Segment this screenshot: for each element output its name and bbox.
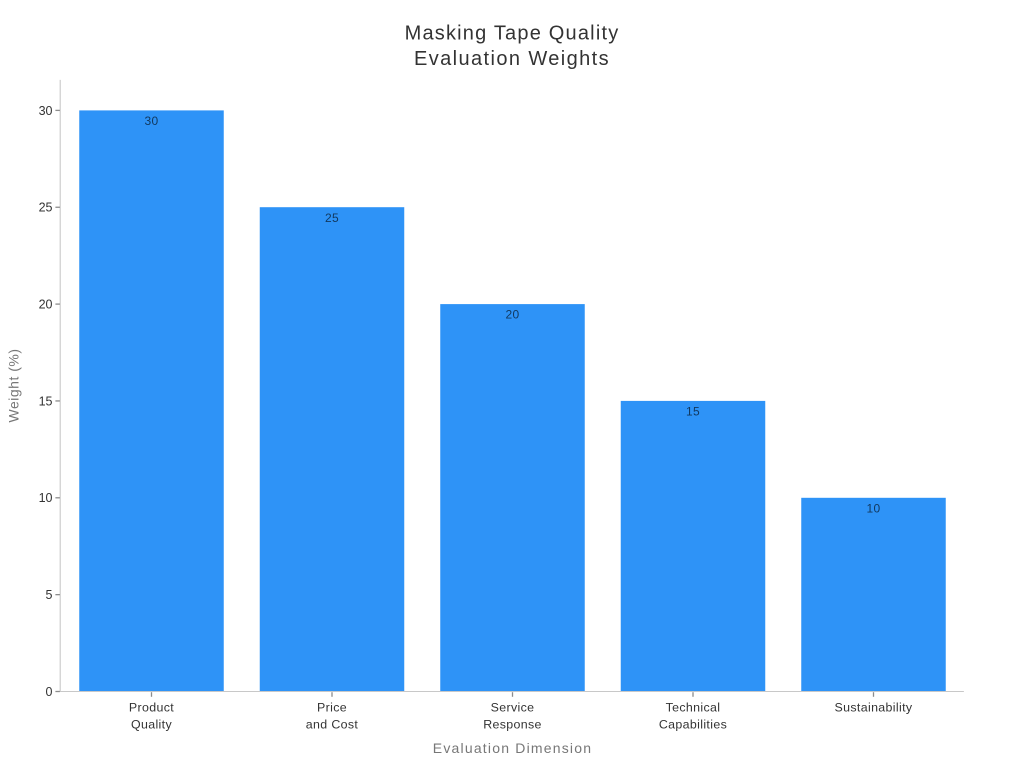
svg-text:30: 30 <box>145 114 159 128</box>
svg-text:Price: Price <box>317 700 347 714</box>
svg-text:15: 15 <box>686 405 700 419</box>
svg-text:0: 0 <box>46 685 53 699</box>
svg-text:5: 5 <box>46 588 53 602</box>
svg-text:10: 10 <box>39 491 53 505</box>
svg-text:Evaluation Weights: Evaluation Weights <box>414 48 610 70</box>
svg-text:and Cost: and Cost <box>306 718 359 732</box>
svg-text:Service: Service <box>491 700 535 714</box>
svg-text:30: 30 <box>39 104 53 118</box>
svg-text:25: 25 <box>39 201 53 215</box>
svg-text:Sustainability: Sustainability <box>835 700 913 714</box>
svg-text:25: 25 <box>325 211 339 225</box>
svg-text:Response: Response <box>483 718 542 732</box>
svg-text:Masking Tape Quality: Masking Tape Quality <box>405 23 620 45</box>
svg-text:Technical: Technical <box>666 700 721 714</box>
svg-text:Quality: Quality <box>131 718 172 732</box>
svg-text:Evaluation Dimension: Evaluation Dimension <box>433 740 592 756</box>
svg-text:Product: Product <box>129 700 174 714</box>
svg-text:Capabilities: Capabilities <box>659 718 727 732</box>
svg-text:Weight (%): Weight (%) <box>5 349 21 423</box>
svg-text:20: 20 <box>506 308 520 322</box>
svg-text:10: 10 <box>867 501 881 515</box>
svg-text:15: 15 <box>39 394 53 408</box>
svg-text:20: 20 <box>39 298 53 312</box>
